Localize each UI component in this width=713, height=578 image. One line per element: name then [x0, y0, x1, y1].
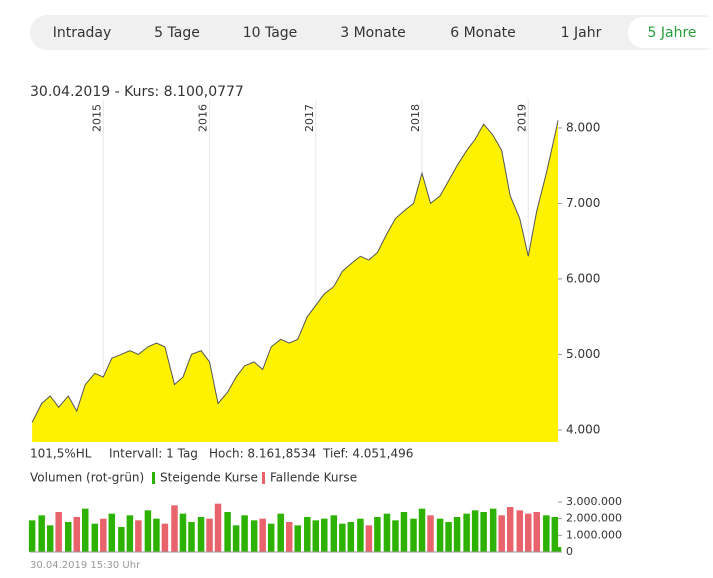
- volume-bar: [241, 515, 248, 552]
- volume-bar: [179, 513, 187, 552]
- info-text: Tief: 4.051,496: [322, 447, 413, 461]
- volume-bar: [224, 512, 231, 552]
- volume-bar: [197, 517, 205, 552]
- info-text: Hoch: 8.161,8534: [209, 447, 316, 461]
- price-line: [31, 120, 559, 423]
- y-tick-label: 0: [566, 545, 573, 558]
- volume-bar: [214, 503, 222, 552]
- header: 30.04.2019 - Kurs: 8.100,0777: [30, 84, 244, 100]
- volume-bar: [206, 518, 213, 552]
- volume-bar: [232, 525, 240, 552]
- footer: 30.04.2019 15:30 Uhr: [30, 560, 141, 571]
- volume-bar: [480, 512, 487, 552]
- volume-bar: [383, 513, 391, 552]
- volume-bar: [126, 515, 134, 552]
- volume-bar: [161, 523, 169, 552]
- volume-bar: [554, 547, 562, 552]
- volume-bar: [108, 513, 116, 552]
- tab-bar: [30, 15, 713, 50]
- legend-swatch: [152, 472, 155, 484]
- x-tick-label: 2016: [197, 104, 210, 132]
- y-tick-label: 6.000: [566, 271, 600, 285]
- volume-bar: [188, 522, 195, 552]
- tab-selected-bg: [628, 17, 713, 48]
- x-tick-label: 2018: [409, 104, 422, 132]
- y-tick-label: 4.000: [566, 422, 600, 436]
- volume-bar: [153, 518, 160, 552]
- volume-bar: [410, 518, 417, 552]
- legend-swatch: [262, 472, 265, 484]
- volume-bar: [171, 505, 178, 552]
- volume-bar: [135, 520, 142, 552]
- volume-bar: [418, 508, 426, 552]
- tab[interactable]: 10 Tage: [243, 25, 298, 41]
- volume-bar: [445, 522, 452, 552]
- y-tick-label: 5.000: [566, 347, 600, 361]
- volume-bar: [64, 522, 72, 552]
- volume-bar: [38, 515, 45, 552]
- volume-bar: [453, 517, 461, 552]
- y-tick-label: 1.000.000: [566, 528, 622, 541]
- volume-bar: [374, 517, 381, 552]
- volume-bar: [525, 513, 532, 552]
- tab[interactable]: 6 Monate: [450, 25, 516, 41]
- volume-bar: [46, 525, 54, 552]
- volume-bar: [436, 518, 444, 552]
- volume-bar: [357, 518, 364, 552]
- x-tick-label: 2019: [515, 104, 528, 132]
- volume-bar: [118, 527, 125, 552]
- volume-bar: [330, 515, 338, 552]
- volume-bar: [489, 508, 497, 552]
- y-tick-label: 2.000.000: [566, 512, 622, 525]
- legend-label: Fallende Kurse: [270, 471, 357, 485]
- volume-title: Volumen (rot-grün): [30, 471, 144, 485]
- price-area: [32, 120, 558, 443]
- volume-bar: [347, 522, 355, 552]
- volume-bar: [516, 510, 524, 552]
- volume-bar: [81, 508, 89, 552]
- info-text: 101,5%HL: [30, 447, 92, 461]
- volume-bar: [339, 523, 346, 552]
- y-tick-label: 7.000: [566, 196, 600, 210]
- volume-bar: [144, 510, 152, 552]
- volume-bar: [259, 518, 266, 552]
- volume-bar: [277, 513, 284, 552]
- volume-bar: [73, 517, 80, 552]
- tab[interactable]: 5 Jahre: [648, 25, 697, 41]
- volume-bar: [285, 522, 293, 552]
- y-tick-label: 3.000.000: [566, 495, 622, 508]
- volume-bar: [55, 512, 62, 552]
- legend-label: Steigende Kurse: [160, 471, 258, 485]
- volume-bar: [100, 518, 107, 552]
- volume-bar: [471, 510, 479, 552]
- y-tick-label: 8.000: [566, 120, 600, 134]
- volume-bar: [400, 512, 408, 552]
- volume-bar: [533, 512, 540, 552]
- volume-bar: [551, 517, 559, 552]
- volume-bar: [294, 525, 301, 552]
- volume-bar: [463, 513, 470, 552]
- x-tick-label: 2015: [90, 104, 103, 132]
- volume-bar: [91, 523, 99, 552]
- tab[interactable]: 3 Monate: [340, 25, 406, 41]
- volume-bar: [304, 517, 311, 552]
- tab[interactable]: 5 Tage: [154, 25, 200, 41]
- volume-bar: [365, 525, 373, 552]
- info-text: Intervall: 1 Tag: [109, 447, 198, 461]
- tab[interactable]: Intraday: [53, 25, 112, 41]
- volume-bar: [506, 507, 514, 552]
- volume-bar: [28, 520, 36, 552]
- tab[interactable]: 1 Jahr: [561, 25, 602, 41]
- x-tick-label: 2017: [303, 104, 316, 132]
- volume-bar: [321, 518, 328, 552]
- volume-bar: [250, 520, 258, 552]
- volume-bar: [312, 520, 320, 552]
- volume-bar: [543, 515, 550, 552]
- volume-bar: [392, 520, 399, 552]
- volume-bar: [498, 515, 505, 552]
- volume-bar: [267, 523, 275, 552]
- volume-bar: [427, 515, 434, 552]
